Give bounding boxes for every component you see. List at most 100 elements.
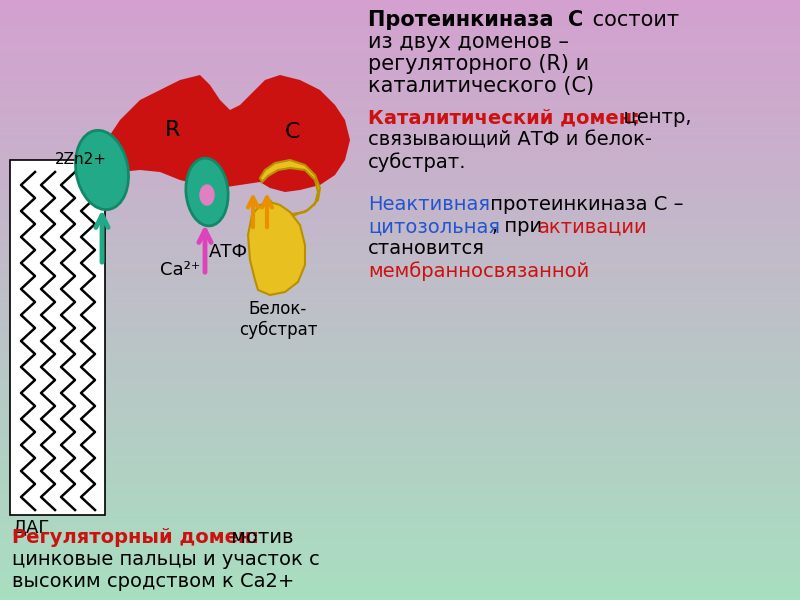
Bar — [0, 371, 800, 375]
Bar — [0, 545, 800, 549]
Bar — [0, 125, 800, 129]
Text: R: R — [166, 120, 181, 140]
Bar — [0, 254, 800, 258]
Bar — [0, 65, 800, 69]
Bar — [0, 437, 800, 441]
Bar — [0, 104, 800, 108]
Text: цинковые пальцы и участок с: цинковые пальцы и участок с — [12, 550, 320, 569]
Bar — [0, 23, 800, 27]
Bar — [0, 272, 800, 276]
Bar — [0, 257, 800, 261]
Bar — [0, 149, 800, 153]
Bar — [10, 160, 105, 515]
Bar — [0, 527, 800, 531]
Bar — [0, 299, 800, 303]
Bar — [0, 404, 800, 408]
Polygon shape — [90, 75, 350, 192]
Bar — [0, 29, 800, 33]
Bar — [0, 236, 800, 240]
Bar — [0, 59, 800, 63]
Bar — [0, 215, 800, 219]
Bar — [0, 35, 800, 39]
Bar — [0, 569, 800, 573]
Bar — [0, 362, 800, 366]
Text: Ca²⁺: Ca²⁺ — [160, 261, 200, 279]
Bar — [0, 74, 800, 78]
Bar — [0, 533, 800, 537]
Bar — [0, 485, 800, 489]
Text: состоит: состоит — [586, 10, 679, 30]
Bar — [0, 512, 800, 516]
Bar — [0, 140, 800, 144]
Bar — [0, 263, 800, 267]
Bar — [0, 8, 800, 12]
Text: центр,: центр, — [611, 108, 691, 127]
Text: цитозольная: цитозольная — [368, 217, 500, 236]
Bar — [0, 314, 800, 318]
Ellipse shape — [200, 185, 214, 205]
Bar — [0, 335, 800, 339]
Bar — [0, 359, 800, 363]
Bar — [0, 365, 800, 369]
Bar — [0, 308, 800, 312]
Bar — [0, 122, 800, 126]
Bar — [0, 161, 800, 165]
Bar — [0, 536, 800, 540]
Text: 2Zn2+: 2Zn2+ — [55, 152, 107, 167]
Bar — [0, 80, 800, 84]
Bar — [0, 332, 800, 336]
Bar — [0, 311, 800, 315]
Bar — [0, 323, 800, 327]
Text: мембранносвязанной: мембранносвязанной — [368, 261, 590, 281]
Bar — [0, 389, 800, 393]
Bar — [0, 98, 800, 102]
Bar — [0, 377, 800, 381]
Bar — [0, 77, 800, 81]
Bar — [0, 401, 800, 405]
Bar — [0, 212, 800, 216]
Bar — [0, 86, 800, 90]
Bar — [0, 248, 800, 252]
Text: C: C — [284, 122, 300, 142]
Bar — [0, 173, 800, 177]
Bar — [0, 71, 800, 75]
Bar — [0, 557, 800, 561]
Bar — [0, 68, 800, 72]
Bar — [0, 500, 800, 504]
Bar — [0, 188, 800, 192]
Text: АТФ: АТФ — [209, 243, 247, 261]
Text: из двух доменов –: из двух доменов – — [368, 32, 569, 52]
Bar — [0, 260, 800, 264]
Bar — [0, 83, 800, 87]
Bar — [0, 128, 800, 132]
Bar — [0, 341, 800, 345]
Bar — [0, 101, 800, 105]
Ellipse shape — [186, 158, 228, 226]
Bar — [0, 203, 800, 207]
Bar — [0, 197, 800, 201]
Bar — [0, 446, 800, 450]
Bar — [0, 275, 800, 279]
Bar — [0, 167, 800, 171]
Bar — [0, 278, 800, 282]
Bar — [0, 239, 800, 243]
Bar — [0, 38, 800, 42]
Bar — [0, 476, 800, 480]
Bar — [0, 242, 800, 246]
Bar — [0, 407, 800, 411]
Text: каталитического (C): каталитического (C) — [368, 76, 594, 96]
Bar — [0, 383, 800, 387]
Text: активации: активации — [538, 217, 648, 236]
Bar — [0, 296, 800, 300]
Bar — [0, 251, 800, 255]
Bar — [0, 158, 800, 162]
Bar — [0, 143, 800, 147]
Bar — [0, 380, 800, 384]
Bar — [0, 119, 800, 123]
Bar — [0, 551, 800, 555]
Text: становится: становится — [368, 239, 485, 258]
Bar — [0, 209, 800, 213]
Bar — [0, 266, 800, 270]
Bar — [0, 0, 800, 3]
Bar — [0, 164, 800, 168]
